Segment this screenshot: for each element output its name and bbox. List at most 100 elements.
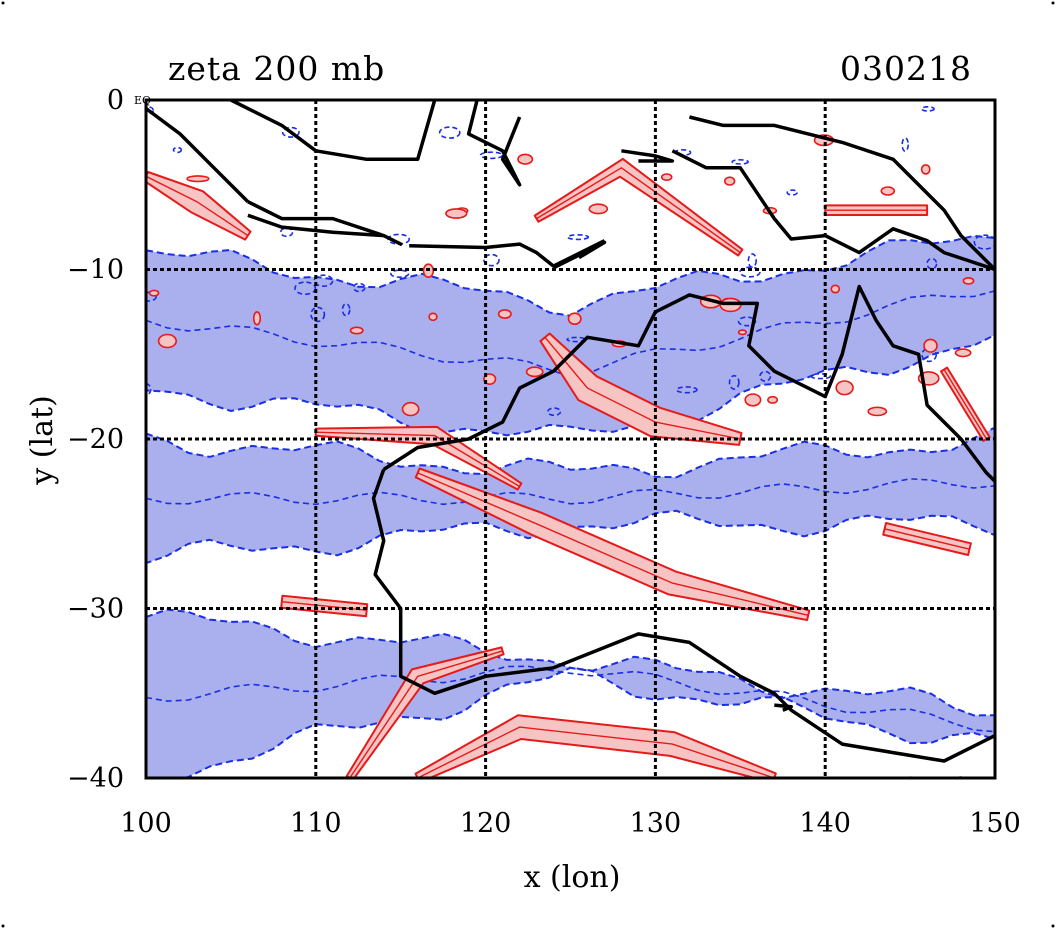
- coast-tasmania: [910, 776, 963, 778]
- y-tick-label: −20: [67, 424, 124, 455]
- negative-vortex: [747, 253, 757, 268]
- x-axis-ticks: 100 110 120 130 140 150: [120, 808, 1021, 839]
- positive-vortex: [428, 312, 438, 322]
- x-tick-label: 150: [969, 808, 1021, 839]
- positive-vortex: [767, 395, 779, 404]
- negative-vortex: [352, 282, 366, 293]
- x-axis-label: x (lon): [524, 860, 621, 895]
- positive-vortex: [830, 284, 841, 294]
- plot-area: [146, 100, 995, 778]
- coast-sulawesi: [466, 100, 522, 187]
- x-tick-label: 130: [630, 808, 682, 839]
- lat-lon-grid: [146, 100, 995, 778]
- y-tick-label: 0: [107, 85, 124, 116]
- positive-core-streak-2: [417, 472, 809, 616]
- negative-vortex: [294, 281, 317, 296]
- coast-java: [247, 200, 403, 246]
- positive-core-streak-7: [536, 166, 741, 254]
- coast-borneo: [230, 100, 437, 162]
- positive-vortex: [744, 393, 762, 407]
- negative-vortex: [737, 316, 757, 327]
- negative-vortex: [786, 189, 799, 196]
- coast-new-guinea: [671, 115, 995, 272]
- equator-label: EQ: [134, 94, 151, 107]
- positive-vortex: [660, 173, 673, 181]
- positive-vortex: [252, 311, 262, 326]
- coast-timor: [552, 240, 607, 270]
- negative-vortex: [438, 126, 461, 139]
- positive-streak-5: [414, 714, 777, 778]
- negative-vortex: [313, 274, 334, 288]
- negative-vortex: [973, 234, 995, 250]
- positive-vortex: [148, 289, 160, 297]
- positive-vortex: [880, 186, 896, 196]
- negative-vortex: [390, 269, 410, 279]
- negative-contour-mid-band: [146, 477, 995, 506]
- negative-vortex: [279, 227, 294, 238]
- negative-band-tropical-band: [146, 234, 995, 437]
- negative-vorticity-layer: [146, 106, 995, 778]
- corner-dot-bl: [1, 924, 5, 928]
- positive-streak-2: [414, 467, 811, 621]
- positive-vortex: [445, 208, 468, 219]
- positive-core-streak-6: [544, 336, 741, 440]
- positive-streak-7: [533, 157, 744, 257]
- negative-vortex: [739, 266, 761, 278]
- negative-vortex: [728, 374, 740, 390]
- negative-vortex: [675, 386, 698, 394]
- positive-vortex: [186, 175, 210, 183]
- negative-vortex: [731, 158, 750, 165]
- negative-contour-southern-band: [146, 665, 995, 733]
- positive-vorticity-layer: [146, 134, 991, 778]
- x-tick-label: 140: [799, 808, 851, 839]
- negative-vortex: [920, 106, 935, 112]
- coast-kangaroo-island: [774, 703, 793, 712]
- negative-vortex: [546, 407, 562, 417]
- positive-vortex: [737, 329, 748, 336]
- positive-streak-6: [539, 332, 743, 446]
- positive-vortex: [517, 153, 534, 165]
- positive-vortex: [867, 406, 888, 417]
- positive-vortex: [349, 326, 364, 335]
- negative-vortex: [341, 303, 351, 317]
- positive-vortex: [157, 333, 177, 349]
- negative-vortex: [759, 370, 772, 382]
- positive-core-blob-east-2: [943, 369, 988, 440]
- positive-core-streak-4: [349, 650, 503, 778]
- y-axis-ticks: 0 −10 −20 −30 −40: [67, 85, 124, 794]
- negative-vortex: [901, 137, 910, 152]
- positive-core-streak-1: [315, 431, 520, 488]
- x-tick-label: 100: [120, 808, 172, 839]
- coastline-layer: [146, 100, 995, 778]
- positive-vortex: [588, 203, 609, 215]
- positive-core-streak-8: [146, 175, 249, 237]
- coast-australia-north-coast: [382, 284, 995, 483]
- positive-vortex: [567, 312, 582, 326]
- positive-vortex: [525, 366, 544, 378]
- positive-core-blob-east-1: [884, 528, 970, 550]
- positive-vortex: [920, 164, 931, 175]
- corner-dot-br: [1051, 924, 1055, 928]
- negative-vortex: [172, 146, 183, 154]
- negative-vortex: [566, 234, 590, 241]
- positive-vortex: [954, 348, 972, 358]
- y-axis-label: y (lat): [25, 395, 60, 485]
- negative-band-southern-band: [146, 608, 995, 778]
- map-title: zeta 200 mb: [168, 49, 385, 88]
- coast-seram: [621, 149, 675, 163]
- negative-vortex: [146, 106, 154, 115]
- plot-frame: [144, 98, 997, 780]
- positive-vortex: [497, 309, 512, 319]
- positive-vortex: [401, 401, 420, 417]
- x-tick-label: 120: [460, 808, 512, 839]
- negative-vortex: [810, 373, 832, 380]
- negative-vortex: [926, 257, 938, 270]
- negative-band-mid-band: [146, 426, 995, 565]
- negative-vortex: [483, 253, 500, 267]
- negative-vortex: [310, 306, 326, 323]
- y-tick-label: −40: [67, 763, 124, 794]
- positive-vortex: [723, 176, 736, 186]
- map-date: 030218: [840, 49, 972, 88]
- positive-vortex: [835, 380, 854, 396]
